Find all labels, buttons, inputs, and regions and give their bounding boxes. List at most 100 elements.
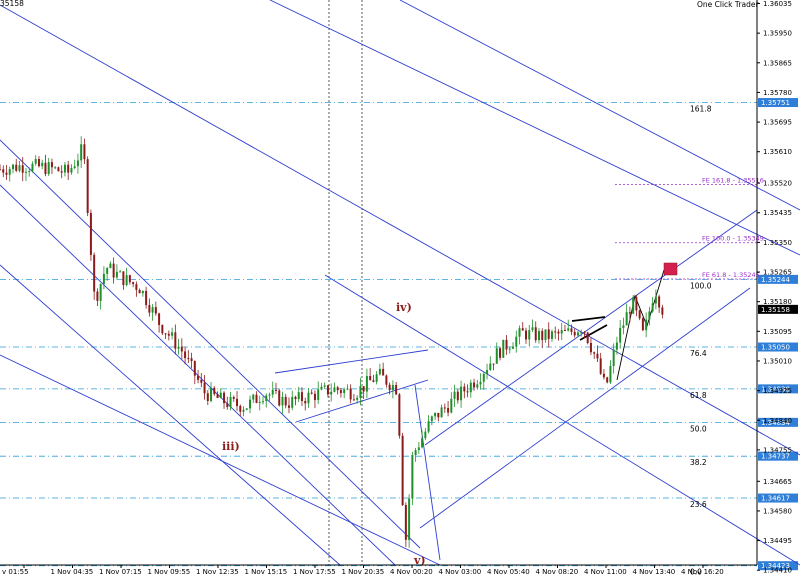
candle-body (5, 172, 8, 175)
candle-body (177, 346, 180, 349)
candle-body (632, 297, 635, 314)
candle-body (638, 310, 641, 319)
candle-body (28, 171, 31, 173)
y-tick-label: 1.35350 (763, 239, 792, 247)
candle-body (654, 296, 657, 304)
candle-body (37, 159, 40, 167)
candle-body (583, 332, 586, 334)
candle-body (349, 388, 352, 400)
candle-body (0, 169, 1, 171)
trend-line (0, 264, 341, 566)
trend-line (424, 209, 758, 446)
candle-body (427, 421, 430, 432)
fib-level-label: 50.0 (690, 424, 707, 433)
candle-body (369, 376, 372, 381)
candle-body (482, 373, 485, 382)
candle-body (226, 403, 229, 408)
candle-body (76, 160, 79, 167)
candle-body (424, 431, 427, 439)
trend-line (295, 379, 429, 423)
price-level-box (758, 417, 798, 427)
y-tick-label: 1.35695 (763, 119, 792, 127)
candle-body (326, 385, 329, 395)
candle-body (550, 331, 553, 339)
y-tick-label: 1.34580 (763, 507, 792, 515)
y-tick-label: 1.34410 (763, 567, 792, 575)
candle-body (206, 393, 209, 401)
x-tick-label: 4 Nov 00:20 (390, 568, 433, 575)
candle-body (57, 167, 60, 172)
candle-body (339, 390, 342, 394)
x-tick-label: 1 Nov 20:35 (342, 568, 385, 575)
candle-body (200, 379, 203, 383)
price-level-box (758, 384, 798, 394)
annotations: 161.8 100.0 76.4 61.8 50.0 38.2 23.6 0.0 FE 161.… (222, 105, 764, 575)
candle-body (586, 332, 589, 343)
target-box (663, 262, 678, 276)
candle-body (330, 391, 333, 395)
candle-body (469, 382, 472, 393)
candles (0, 136, 664, 548)
candle-body (135, 284, 138, 290)
candle-body (661, 307, 664, 315)
x-tick-label: v 01:55 (2, 568, 29, 575)
candle-body (573, 331, 576, 336)
x-tick-label: 1 Nov 12:35 (196, 568, 239, 575)
candle-body (554, 331, 557, 333)
candle-body (164, 333, 167, 335)
candle-body (560, 330, 563, 334)
candle-body (317, 389, 320, 401)
candle-body (197, 375, 200, 380)
candle-body (580, 332, 583, 334)
candle-body (151, 307, 154, 313)
trend-line (399, 0, 800, 211)
candle-body (395, 385, 398, 395)
candle-body (596, 353, 599, 359)
candle-body (112, 263, 115, 278)
trend-line (324, 274, 800, 566)
candle-body (255, 394, 258, 403)
candle-body (287, 405, 290, 408)
price-level-box (758, 274, 798, 284)
y-tick-label: 1.35610 (763, 148, 792, 156)
fib-level-label: 0.0 (690, 568, 702, 575)
candle-body (443, 407, 446, 409)
x-tick-label: 1 Nov 17:55 (293, 568, 336, 575)
candle-body (86, 159, 89, 213)
candle-body (278, 390, 281, 406)
candle-body (453, 391, 456, 399)
candle-body (73, 166, 76, 169)
candle-body (421, 438, 424, 448)
candle-body (456, 391, 459, 401)
candle-body (615, 342, 618, 350)
candle-body (21, 165, 24, 173)
trend-line (419, 287, 751, 529)
candle-body (502, 339, 505, 358)
candle-body (300, 392, 303, 402)
y-tick-label: 1.35265 (763, 269, 792, 277)
candle-body (388, 384, 391, 391)
candle-body (570, 328, 573, 332)
one-click-trader-label[interactable]: One Click Trader (697, 0, 759, 9)
candle-body (141, 290, 144, 294)
candle-body (434, 412, 437, 417)
candle-body (602, 373, 605, 378)
candle-body (96, 291, 99, 301)
y-tick-label: 1.34495 (763, 537, 792, 545)
candle-body (291, 396, 294, 408)
candle-body (628, 312, 631, 314)
candle-body (534, 327, 537, 341)
fib-level-label: 161.8 (690, 105, 712, 114)
candle-body (576, 332, 579, 336)
candle-body (281, 396, 284, 406)
fib-expansion-label: FE 161.8 - 1.35516 (702, 176, 764, 184)
candle-body (239, 405, 242, 412)
x-tick-label: 4 Nov 03:00 (439, 568, 482, 575)
candle-body (310, 392, 313, 394)
candle-body (18, 165, 21, 171)
candle-body (515, 336, 518, 347)
candle-body (437, 412, 440, 418)
candle-body (479, 381, 482, 385)
candle-body (378, 368, 381, 375)
candle-body (193, 361, 196, 376)
